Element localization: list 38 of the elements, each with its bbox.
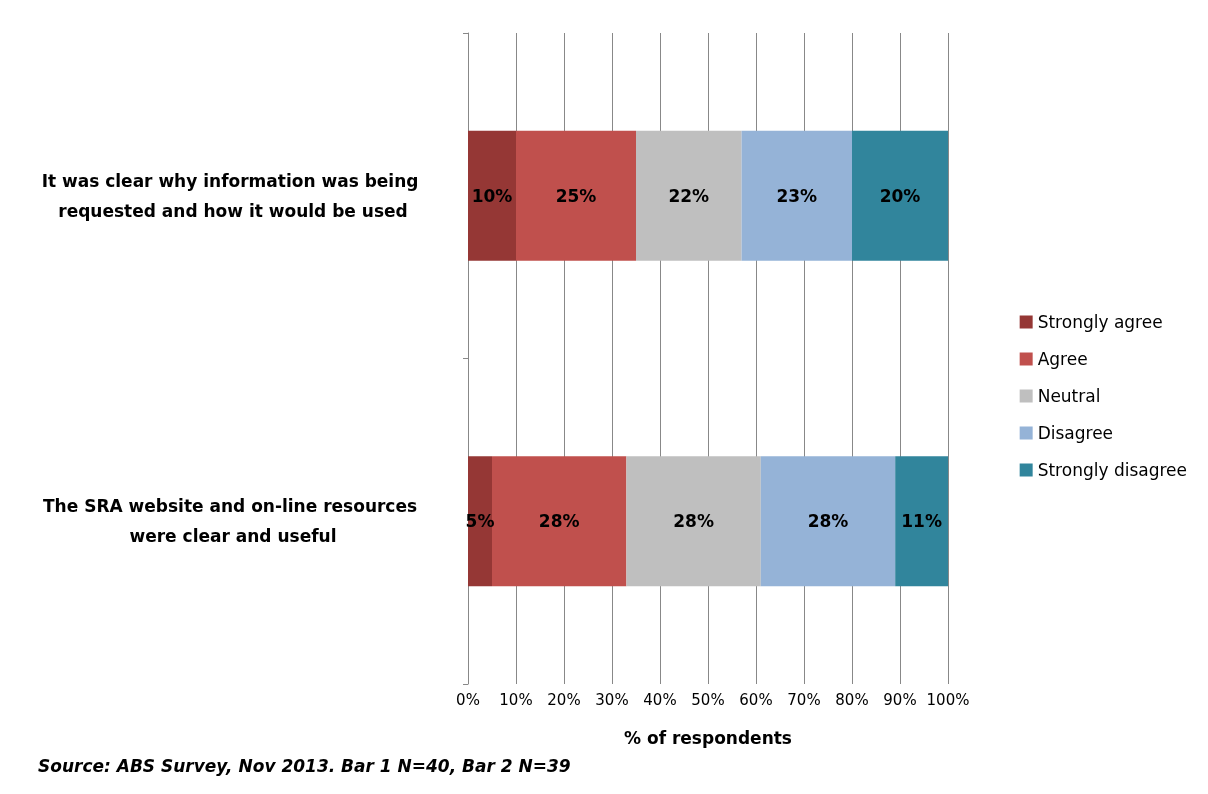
- y-tick-label: It was clear why information was being requested and how it would be used: [41, 170, 425, 221]
- data-label: 11%: [901, 511, 942, 532]
- x-tick-label: 70%: [787, 690, 821, 709]
- data-label: 22%: [668, 185, 710, 206]
- x-tick-label: 0%: [456, 690, 480, 709]
- data-label: 28%: [538, 511, 580, 532]
- bar: [852, 130, 948, 261]
- x-tick-label: 20%: [547, 690, 581, 709]
- bar: [468, 130, 516, 261]
- x-tick-label: 30%: [595, 690, 629, 709]
- x-tick-label: 60%: [739, 690, 773, 709]
- x-tick-label: 80%: [835, 690, 869, 709]
- data-label: 28%: [673, 511, 714, 532]
- x-tick-label: 40%: [643, 690, 677, 709]
- bar: [741, 130, 852, 261]
- data-label: 20%: [879, 185, 921, 206]
- x-tick-label: 10%: [499, 690, 533, 709]
- legend-label: Neutral: [1037, 386, 1101, 406]
- data-label: 28%: [807, 511, 849, 532]
- x-tick-label: 90%: [883, 690, 917, 709]
- bar: [895, 456, 948, 587]
- legend-label: Agree: [1037, 349, 1088, 369]
- x-tick-label: 50%: [691, 690, 725, 709]
- data-label: 25%: [555, 185, 597, 206]
- data-label: 23%: [776, 185, 818, 206]
- x-tick-label: 100%: [926, 690, 970, 709]
- y-tick-label: The SRA website and on-line resources were clear and useful: [42, 496, 424, 547]
- legend-label: Strongly agree: [1037, 312, 1163, 332]
- bar: [516, 130, 636, 261]
- legend-label: Disagree: [1037, 423, 1114, 443]
- legend-label: Strongly disagree: [1037, 460, 1187, 480]
- bar: [636, 130, 742, 261]
- bar: [760, 456, 896, 587]
- bar: [492, 456, 627, 587]
- source-note: Source: ABS Survey, Nov 2013. Bar 1 N=40, Bar 2 N=39: [38, 755, 571, 776]
- x-axis-title: % of respondents: [624, 727, 792, 748]
- bar: [626, 456, 761, 587]
- data-label: 10%: [471, 185, 513, 206]
